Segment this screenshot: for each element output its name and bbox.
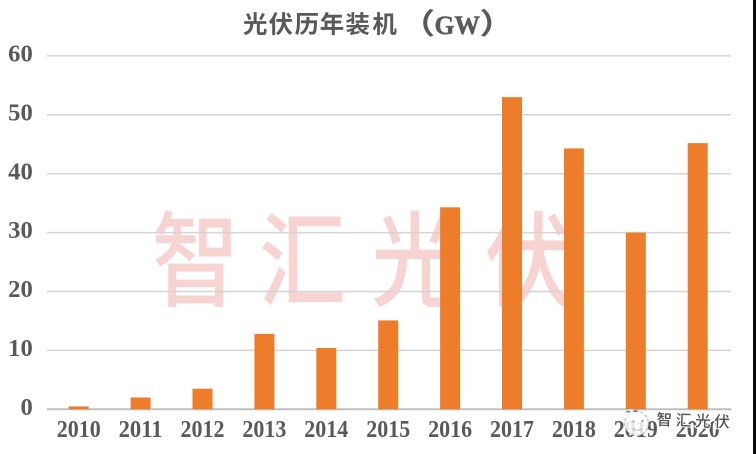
svg-text:10: 10 xyxy=(8,335,33,362)
svg-text:30: 30 xyxy=(8,217,33,244)
svg-text:2011: 2011 xyxy=(119,417,163,443)
svg-text:0: 0 xyxy=(21,394,33,421)
svg-text:2014: 2014 xyxy=(304,417,348,443)
svg-text:2013: 2013 xyxy=(242,417,286,443)
svg-text:2016: 2016 xyxy=(428,417,472,443)
svg-text:2012: 2012 xyxy=(181,417,225,443)
svg-text:2017: 2017 xyxy=(490,417,534,443)
svg-text:40: 40 xyxy=(8,158,33,185)
svg-text:2010: 2010 xyxy=(57,417,101,443)
svg-text:60: 60 xyxy=(8,41,33,68)
svg-text:2015: 2015 xyxy=(366,417,410,443)
svg-text:20: 20 xyxy=(8,276,33,303)
svg-text:GW: GW xyxy=(435,10,481,40)
svg-text:50: 50 xyxy=(8,99,33,126)
svg-text:2018: 2018 xyxy=(552,417,596,443)
